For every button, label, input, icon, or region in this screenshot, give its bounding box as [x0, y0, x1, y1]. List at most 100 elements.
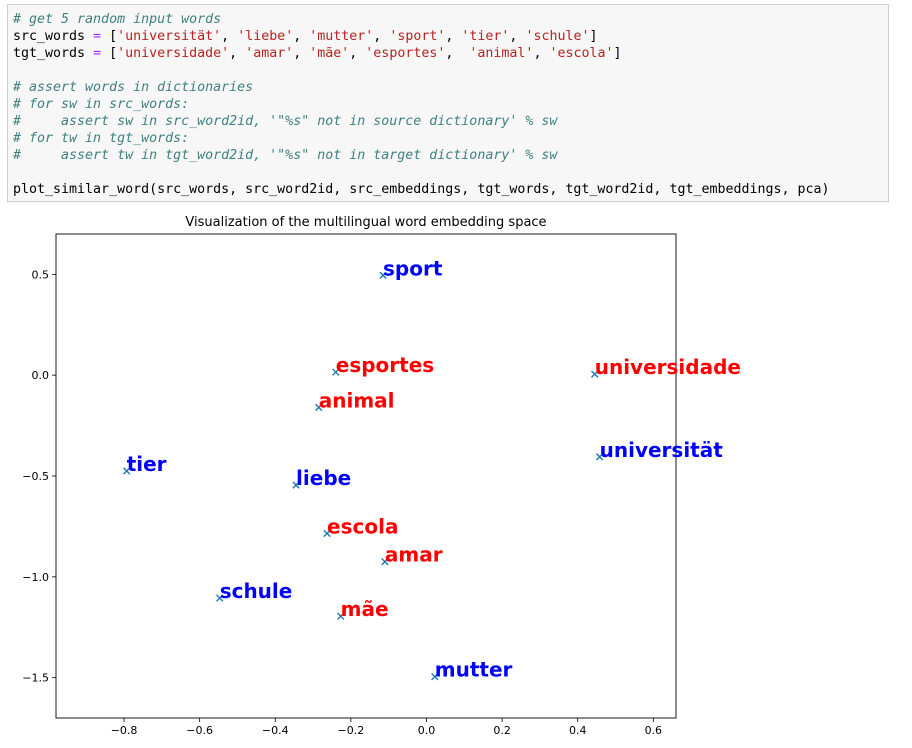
x-marker — [315, 403, 323, 412]
data-point — [336, 612, 345, 620]
data-point — [323, 529, 331, 538]
code-line: # for sw in src_words: — [13, 97, 189, 112]
code-token: , — [533, 46, 550, 61]
code-line: # assert tw in tgt_word2id, '"%s" not in… — [13, 148, 557, 163]
code-editor[interactable]: # get 5 random input words src_words = [… — [8, 5, 888, 204]
code-token: 'universidade' — [117, 46, 230, 61]
x-marker — [595, 453, 604, 461]
data-point — [381, 558, 389, 566]
code-line: # assert sw in src_word2id, '"%s" not in… — [13, 114, 557, 129]
code-token: src_words — [13, 29, 94, 44]
x-tick-label: −0.6 — [186, 724, 213, 737]
x-tick-label: 0.0 — [418, 724, 436, 737]
data-point — [431, 672, 439, 681]
code-token: ] — [613, 46, 622, 61]
data-point — [315, 403, 323, 412]
code-token: , — [293, 46, 310, 61]
data-point — [216, 594, 224, 602]
word-label-liebe: liebe — [296, 466, 351, 490]
code-token: 'universität' — [117, 29, 222, 44]
code-token: 'amar' — [245, 46, 294, 61]
word-label-escola: escola — [327, 514, 398, 538]
code-line: tgt_words = ['universidade', 'amar', 'mã… — [13, 46, 622, 61]
data-point — [123, 467, 131, 475]
word-label-mutter: mutter — [435, 658, 513, 682]
code-line: # get 5 random input words — [13, 12, 221, 27]
plot-frame — [55, 233, 677, 719]
code-token: 'animal' — [469, 46, 534, 61]
code-token: = — [93, 29, 102, 44]
x-marker — [336, 612, 345, 620]
word-label-esportes: esportes — [336, 353, 434, 377]
code-token: # for sw in src_words: — [13, 97, 190, 112]
code-token: 'mãe' — [309, 46, 350, 61]
x-marker — [123, 467, 131, 475]
x-tick-label: 0.4 — [569, 724, 587, 737]
word-label-universidade: universidade — [595, 355, 741, 379]
code-token: # assert sw in src_word2id, '"%s" not in… — [13, 114, 558, 129]
code-token: plot_similar_word(src_words, src_word2id… — [13, 182, 830, 197]
x-marker — [381, 558, 389, 566]
code-token: # for tw in tgt_words: — [13, 131, 190, 146]
x-marker — [216, 594, 224, 602]
code-token: [ — [101, 46, 118, 61]
code-line: src_words = ['universität', 'liebe', 'mu… — [13, 29, 598, 44]
word-label-mãe: mãe — [341, 597, 389, 621]
code-token: , — [509, 29, 526, 44]
y-tick-label: 0.5 — [32, 268, 50, 281]
x-marker — [323, 529, 331, 538]
data-point — [591, 370, 599, 378]
x-marker — [591, 370, 599, 378]
code-token: , — [445, 29, 462, 44]
x-marker — [292, 481, 300, 489]
x-marker — [379, 271, 387, 280]
word-label-sport: sport — [383, 256, 443, 280]
word-label-universität: universität — [600, 438, 724, 462]
x-tick-label: 0.6 — [645, 724, 663, 737]
word-label-tier: tier — [127, 452, 167, 476]
code-token: , — [349, 46, 366, 61]
code-token: 'sport' — [389, 29, 446, 44]
code-token: 'esportes' — [365, 46, 446, 61]
code-token: 'mutter' — [309, 29, 374, 44]
x-tick-label: −0.8 — [111, 724, 138, 737]
y-tick-label: −1.5 — [22, 672, 49, 685]
code-cell[interactable]: # get 5 random input words src_words = [… — [7, 4, 889, 202]
word-label-schule: schule — [220, 579, 293, 603]
code-line: # for tw in tgt_words: — [13, 131, 189, 146]
x-marker — [431, 672, 439, 681]
code-token: ] — [589, 29, 598, 44]
code-line: plot_similar_word(src_words, src_word2id… — [13, 182, 830, 197]
code-token: tgt_words — [13, 46, 94, 61]
x-tick-label: −0.4 — [262, 724, 289, 737]
code-token: 'liebe' — [237, 29, 294, 44]
data-point — [379, 271, 387, 280]
code-token: # assert tw in tgt_word2id, '"%s" not in… — [13, 148, 558, 163]
code-line: # assert words in dictionaries — [13, 80, 253, 95]
x-tick-label: 0.2 — [493, 724, 511, 737]
y-tick-label: −0.5 — [22, 470, 49, 483]
x-marker — [332, 368, 340, 376]
code-token: , — [445, 46, 470, 61]
code-token: , — [373, 29, 390, 44]
code-token: # get 5 random input words — [13, 12, 222, 27]
code-token: = — [93, 46, 102, 61]
code-token: # assert words in dictionaries — [13, 80, 254, 95]
code-token: 'schule' — [525, 29, 590, 44]
code-token: 'escola' — [549, 46, 614, 61]
x-tick-label: −0.2 — [338, 724, 365, 737]
code-token: , — [293, 29, 310, 44]
data-point — [292, 481, 300, 489]
word-label-animal: animal — [319, 388, 395, 412]
code-token: , — [221, 29, 238, 44]
word-label-amar: amar — [385, 543, 443, 567]
y-tick-label: 0.0 — [32, 369, 50, 382]
data-point — [595, 453, 604, 461]
data-point — [332, 368, 340, 376]
code-token: , — [229, 46, 246, 61]
code-token: [ — [101, 29, 118, 44]
chart-title: Visualization of the multilingual word e… — [185, 215, 547, 230]
y-tick-label: −1.0 — [22, 571, 49, 584]
code-token: 'tier' — [461, 29, 510, 44]
